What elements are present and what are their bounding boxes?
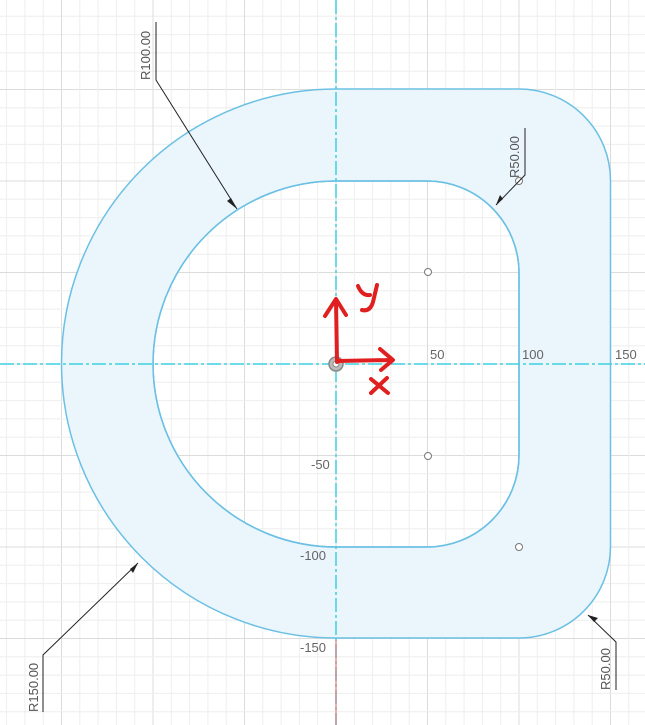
y-tick-label-neg150: -150: [300, 640, 326, 655]
dimension-r150-text: R150.00: [26, 663, 41, 712]
x-tick-label-150: 150: [615, 347, 637, 362]
dimension-r50-top-text: R50.00: [507, 136, 522, 178]
dimension-r150[interactable]: R150.00: [26, 562, 139, 712]
arc-center-point[interactable]: [424, 452, 432, 460]
y-arrow-icon: [323, 297, 348, 364]
arc-center-point[interactable]: [515, 543, 523, 551]
dimension-r100[interactable]: R100.00: [138, 22, 238, 210]
x-tick-label-50: 50: [430, 347, 444, 362]
dimension-r100-text: R100.00: [138, 31, 153, 80]
dimension-r50-top[interactable]: R50.00: [495, 128, 526, 206]
annotation-y-letter-icon: [356, 283, 379, 313]
inner-profile[interactable]: [152, 180, 520, 548]
y-tick-label-neg100: -100: [300, 548, 326, 563]
arc-center-point[interactable]: [424, 268, 432, 276]
dimension-r50-bottom[interactable]: R50.00: [587, 614, 617, 690]
x-tick-label-100: 100: [522, 347, 544, 362]
annotation-x-letter-icon: [369, 376, 390, 395]
dimension-r50-bottom-text: R50.00: [598, 648, 613, 690]
axis-annotation: [323, 283, 395, 395]
y-tick-label-neg50: -50: [311, 457, 330, 472]
x-arrow-icon: [335, 347, 395, 372]
